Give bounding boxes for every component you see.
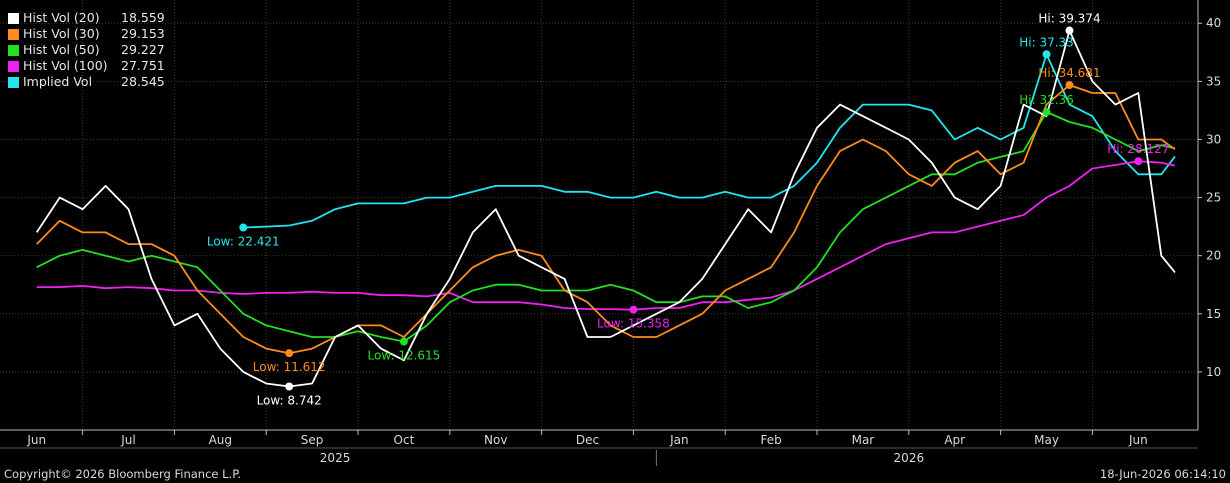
series-line [36, 84, 1176, 355]
legend-item-hv100[interactable]: Hist Vol (100) 27.751 [8, 58, 165, 74]
legend-swatch [8, 12, 19, 24]
annotation-label: Hi: 34.681 [1038, 66, 1100, 80]
legend: Hist Vol (20) 18.559 Hist Vol (30) 29.15… [8, 10, 165, 90]
y-tick-label: 15 [1206, 307, 1221, 321]
x-tick-label: Mar [852, 433, 875, 447]
legend-value: 18.559 [121, 10, 165, 25]
copyright: Copyright© 2026 Bloomberg Finance L.P. [4, 467, 241, 481]
timestamp: 18-Jun-2026 06:14:10 [1099, 467, 1226, 481]
annotation-label: Low: 22.421 [207, 235, 280, 249]
annotation-marker [285, 349, 294, 358]
legend-item-hv50[interactable]: Hist Vol (50) 29.227 [8, 42, 165, 58]
legend-value: 28.545 [121, 74, 165, 89]
annotation-label: Hi: 32.36 [1019, 93, 1074, 107]
x-tick-label: Nov [484, 433, 507, 447]
annotation-label: Hi: 28.127 [1107, 142, 1169, 156]
annotation-label: Low: 12.615 [368, 349, 441, 363]
y-tick-label: 25 [1206, 191, 1221, 205]
x-tick-label: Jan [669, 433, 689, 447]
annotation-marker [1134, 157, 1143, 166]
annotation-label: Low: 11.612 [253, 360, 326, 374]
series-line [36, 160, 1176, 311]
x-tick-label: Sep [301, 433, 324, 447]
legend-label: Hist Vol (50) [23, 42, 100, 57]
annotation-marker [1042, 108, 1051, 117]
x-tick-label: Dec [576, 433, 599, 447]
annotation-label: Hi: 37.33 [1019, 35, 1074, 49]
legend-label: Hist Vol (30) [23, 26, 100, 41]
annotation-marker [239, 223, 248, 232]
series-line [35, 29, 1176, 388]
legend-swatch [8, 44, 19, 56]
annotation-marker [1065, 81, 1074, 90]
legend-swatch [8, 28, 19, 40]
series-line [243, 53, 1176, 229]
annotation-marker [285, 382, 294, 391]
legend-swatch [8, 60, 19, 72]
annotation-marker [1042, 50, 1051, 59]
annotation-label: Low: 8.742 [257, 394, 322, 408]
year-label: 2025 [320, 451, 351, 465]
legend-item-hv30[interactable]: Hist Vol (30) 29.153 [8, 26, 165, 42]
y-tick-label: 30 [1206, 132, 1221, 146]
series-line [36, 111, 1176, 343]
annotation-marker [629, 305, 638, 314]
legend-value: 27.751 [121, 58, 165, 73]
legend-item-hv20[interactable]: Hist Vol (20) 18.559 [8, 10, 165, 26]
legend-value: 29.227 [121, 42, 165, 57]
legend-value: 29.153 [121, 26, 165, 41]
x-tick-label: Jul [120, 433, 135, 447]
x-tick-label: Aug [209, 433, 232, 447]
legend-label: Hist Vol (100) [23, 58, 108, 73]
y-tick-label: 35 [1206, 74, 1221, 88]
annotation-marker [399, 337, 408, 346]
legend-label: Hist Vol (20) [23, 10, 100, 25]
x-tick-label: Apr [944, 433, 965, 447]
x-tick-label: Jun [26, 433, 46, 447]
x-tick-label: May [1034, 433, 1059, 447]
annotation-label: Low: 15.358 [597, 317, 670, 331]
annotation-label: Hi: 39.374 [1038, 12, 1100, 26]
y-tick-label: 40 [1206, 16, 1221, 30]
legend-item-implied-vol[interactable]: Implied Vol 28.545 [8, 74, 165, 90]
legend-swatch [8, 76, 19, 88]
year-label: 2026 [894, 451, 925, 465]
y-tick-label: 20 [1206, 249, 1221, 263]
x-tick-label: Oct [394, 433, 415, 447]
x-tick-label: Feb [761, 433, 782, 447]
y-tick-label: 10 [1206, 365, 1221, 379]
x-tick-label: Jun [1128, 433, 1148, 447]
annotation-marker [1065, 26, 1074, 35]
legend-label: Implied Vol [23, 74, 93, 89]
